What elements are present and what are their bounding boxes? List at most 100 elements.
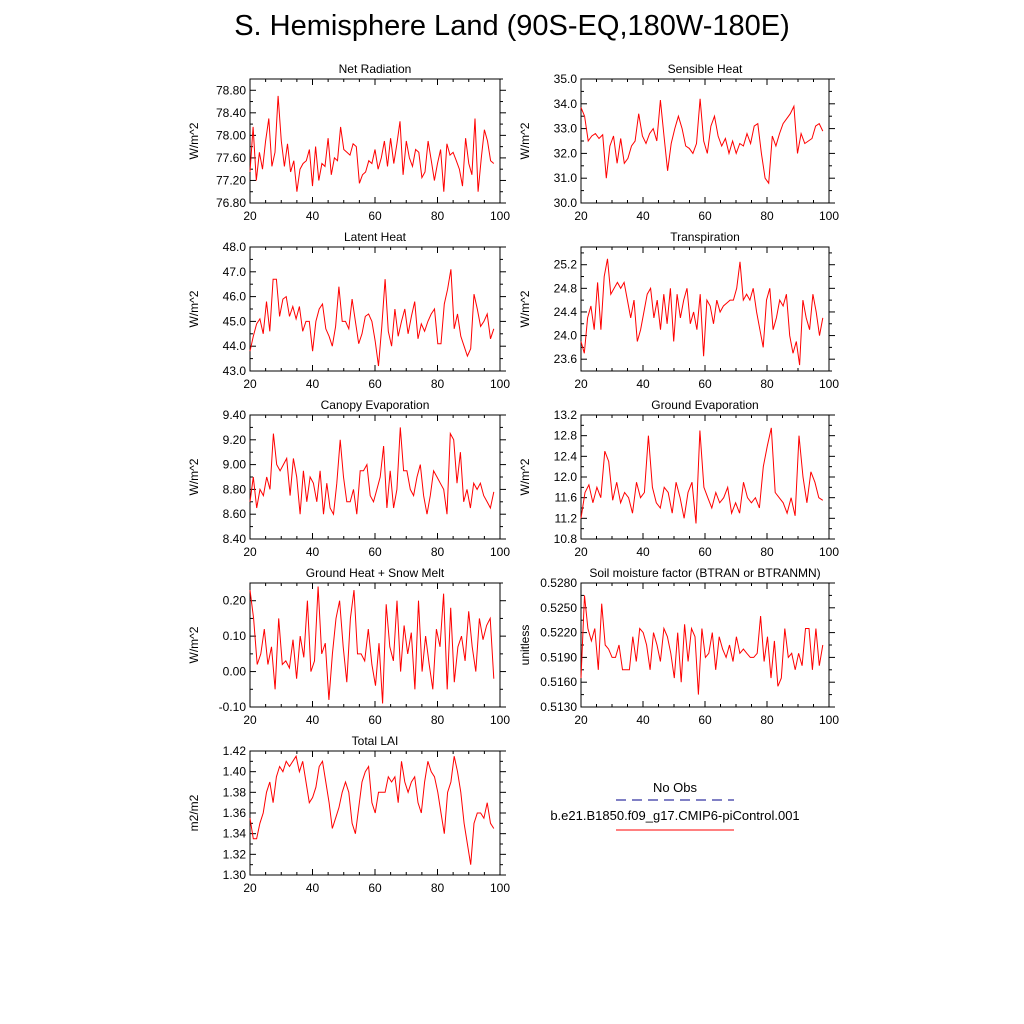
y-tick-label: 43.0	[223, 364, 247, 378]
x-tick-label: 100	[819, 713, 839, 727]
y-tick-label: 77.20	[216, 173, 246, 187]
x-tick-label: 80	[760, 713, 774, 727]
x-tick-label: 80	[760, 209, 774, 223]
x-tick-label: 80	[760, 377, 774, 391]
x-tick-label: 80	[431, 209, 445, 223]
x-tick-label: 40	[306, 545, 320, 559]
y-tick-label: 48.0	[223, 240, 247, 254]
x-tick-label: 40	[306, 209, 320, 223]
legend: No Obs b.e21.B1850.f09_g17.CMIP6-piContr…	[550, 780, 800, 831]
panel-latent-heat: Latent Heat W/m^2 20 40 60 80 100 43.0 44.0 45.0 4…	[187, 230, 510, 391]
x-tick-label: 100	[490, 545, 510, 559]
y-tick-label: 0.5160	[540, 675, 577, 689]
x-tick-label: 20	[574, 377, 588, 391]
x-tick-label: 80	[431, 545, 445, 559]
y-tick-label: 1.30	[223, 868, 247, 882]
y-tick-label: 1.34	[223, 827, 247, 841]
y-tick-label: 45.0	[223, 314, 247, 328]
panel-title: Net Radiation	[339, 62, 412, 76]
x-tick-label: 60	[368, 377, 382, 391]
x-tick-label: 40	[306, 377, 320, 391]
series-line	[249, 95, 495, 192]
y-tick-label: 10.8	[554, 532, 578, 546]
x-tick-label: 60	[698, 713, 712, 727]
plot-frame	[580, 78, 830, 204]
panel-title: Canopy Evaporation	[321, 398, 430, 412]
panel-title: Ground Heat + Snow Melt	[306, 566, 445, 580]
x-tick-label: 40	[636, 377, 650, 391]
panel-ground-evaporation: Ground Evaporation W/m^2 20 40 60 80 100 10.8 11…	[518, 398, 839, 559]
y-axis-label: W/m^2	[187, 626, 201, 663]
x-tick-label: 20	[243, 545, 257, 559]
y-tick-label: 46.0	[223, 290, 247, 304]
legend-model-label: b.e21.B1850.f09_g17.CMIP6-piControl.001	[550, 808, 799, 823]
panel-title: Total LAI	[352, 734, 399, 748]
x-tick-label: 20	[574, 713, 588, 727]
y-tick-label: 77.60	[216, 151, 246, 165]
y-tick-label: 11.6	[555, 491, 578, 505]
y-tick-label: 0.5280	[540, 576, 577, 590]
series-line	[580, 427, 824, 524]
x-tick-label: 100	[490, 209, 510, 223]
series-line	[580, 98, 824, 185]
x-tick-label: 20	[243, 881, 257, 895]
y-tick-label: 1.38	[223, 785, 247, 799]
y-tick-label: 25.2	[554, 258, 578, 272]
x-tick-label: 40	[636, 713, 650, 727]
x-tick-label: 20	[243, 209, 257, 223]
plot-frame	[580, 582, 830, 708]
panel-title: Soil moisture factor (BTRAN or BTRANMN)	[589, 566, 820, 580]
x-tick-label: 60	[368, 545, 382, 559]
y-tick-label: 24.4	[554, 305, 578, 319]
x-tick-label: 40	[306, 881, 320, 895]
y-tick-label: 1.32	[223, 847, 247, 861]
y-tick-label: 0.5220	[540, 626, 577, 640]
x-tick-label: 80	[431, 377, 445, 391]
series-line	[249, 269, 495, 367]
y-tick-label: 13.2	[554, 408, 578, 422]
x-tick-label: 100	[490, 377, 510, 391]
y-tick-label: 24.0	[554, 329, 578, 343]
x-tick-label: 100	[490, 881, 510, 895]
y-axis-label: W/m^2	[187, 122, 201, 159]
x-tick-label: 40	[636, 545, 650, 559]
x-tick-label: 80	[431, 713, 445, 727]
y-axis-label: W/m^2	[518, 458, 532, 495]
y-tick-label: 32.0	[554, 146, 578, 160]
x-tick-label: 80	[431, 881, 445, 895]
y-tick-label: 24.8	[554, 281, 578, 295]
panel-title: Latent Heat	[344, 230, 407, 244]
y-tick-label: 12.8	[554, 429, 578, 443]
x-tick-label: 100	[819, 377, 839, 391]
y-tick-label: 78.80	[216, 83, 246, 97]
y-tick-label: 78.40	[216, 106, 246, 120]
y-tick-label: 0.5130	[540, 700, 577, 714]
panel-transpiration: Transpiration W/m^2 20 40 60 80 100 23.6 24.0 24.…	[518, 230, 839, 391]
y-tick-label: 12.0	[554, 470, 578, 484]
x-tick-label: 20	[574, 209, 588, 223]
plot-frame	[249, 246, 501, 372]
y-axis-label: W/m^2	[187, 290, 201, 327]
y-tick-label: 76.80	[216, 196, 246, 210]
x-tick-label: 20	[243, 377, 257, 391]
x-tick-label: 40	[636, 209, 650, 223]
y-tick-label: 30.0	[554, 196, 578, 210]
y-tick-label: 33.0	[554, 122, 578, 136]
y-tick-label: 8.40	[223, 532, 247, 546]
y-tick-label: 1.36	[223, 806, 247, 820]
y-tick-label: 47.0	[223, 265, 247, 279]
legend-obs-label: No Obs	[653, 780, 698, 795]
series-line	[249, 586, 495, 704]
y-tick-label: 23.6	[554, 352, 578, 366]
plot-frame	[580, 246, 830, 372]
x-tick-label: 100	[819, 545, 839, 559]
y-axis-label: W/m^2	[187, 458, 201, 495]
x-tick-label: 100	[819, 209, 839, 223]
y-tick-label: 78.00	[216, 128, 246, 142]
y-tick-label: 0.00	[223, 665, 247, 679]
y-tick-label: 8.60	[223, 507, 247, 521]
y-tick-label: 11.2	[555, 511, 578, 525]
x-tick-label: 80	[760, 545, 774, 559]
x-tick-label: 20	[243, 713, 257, 727]
